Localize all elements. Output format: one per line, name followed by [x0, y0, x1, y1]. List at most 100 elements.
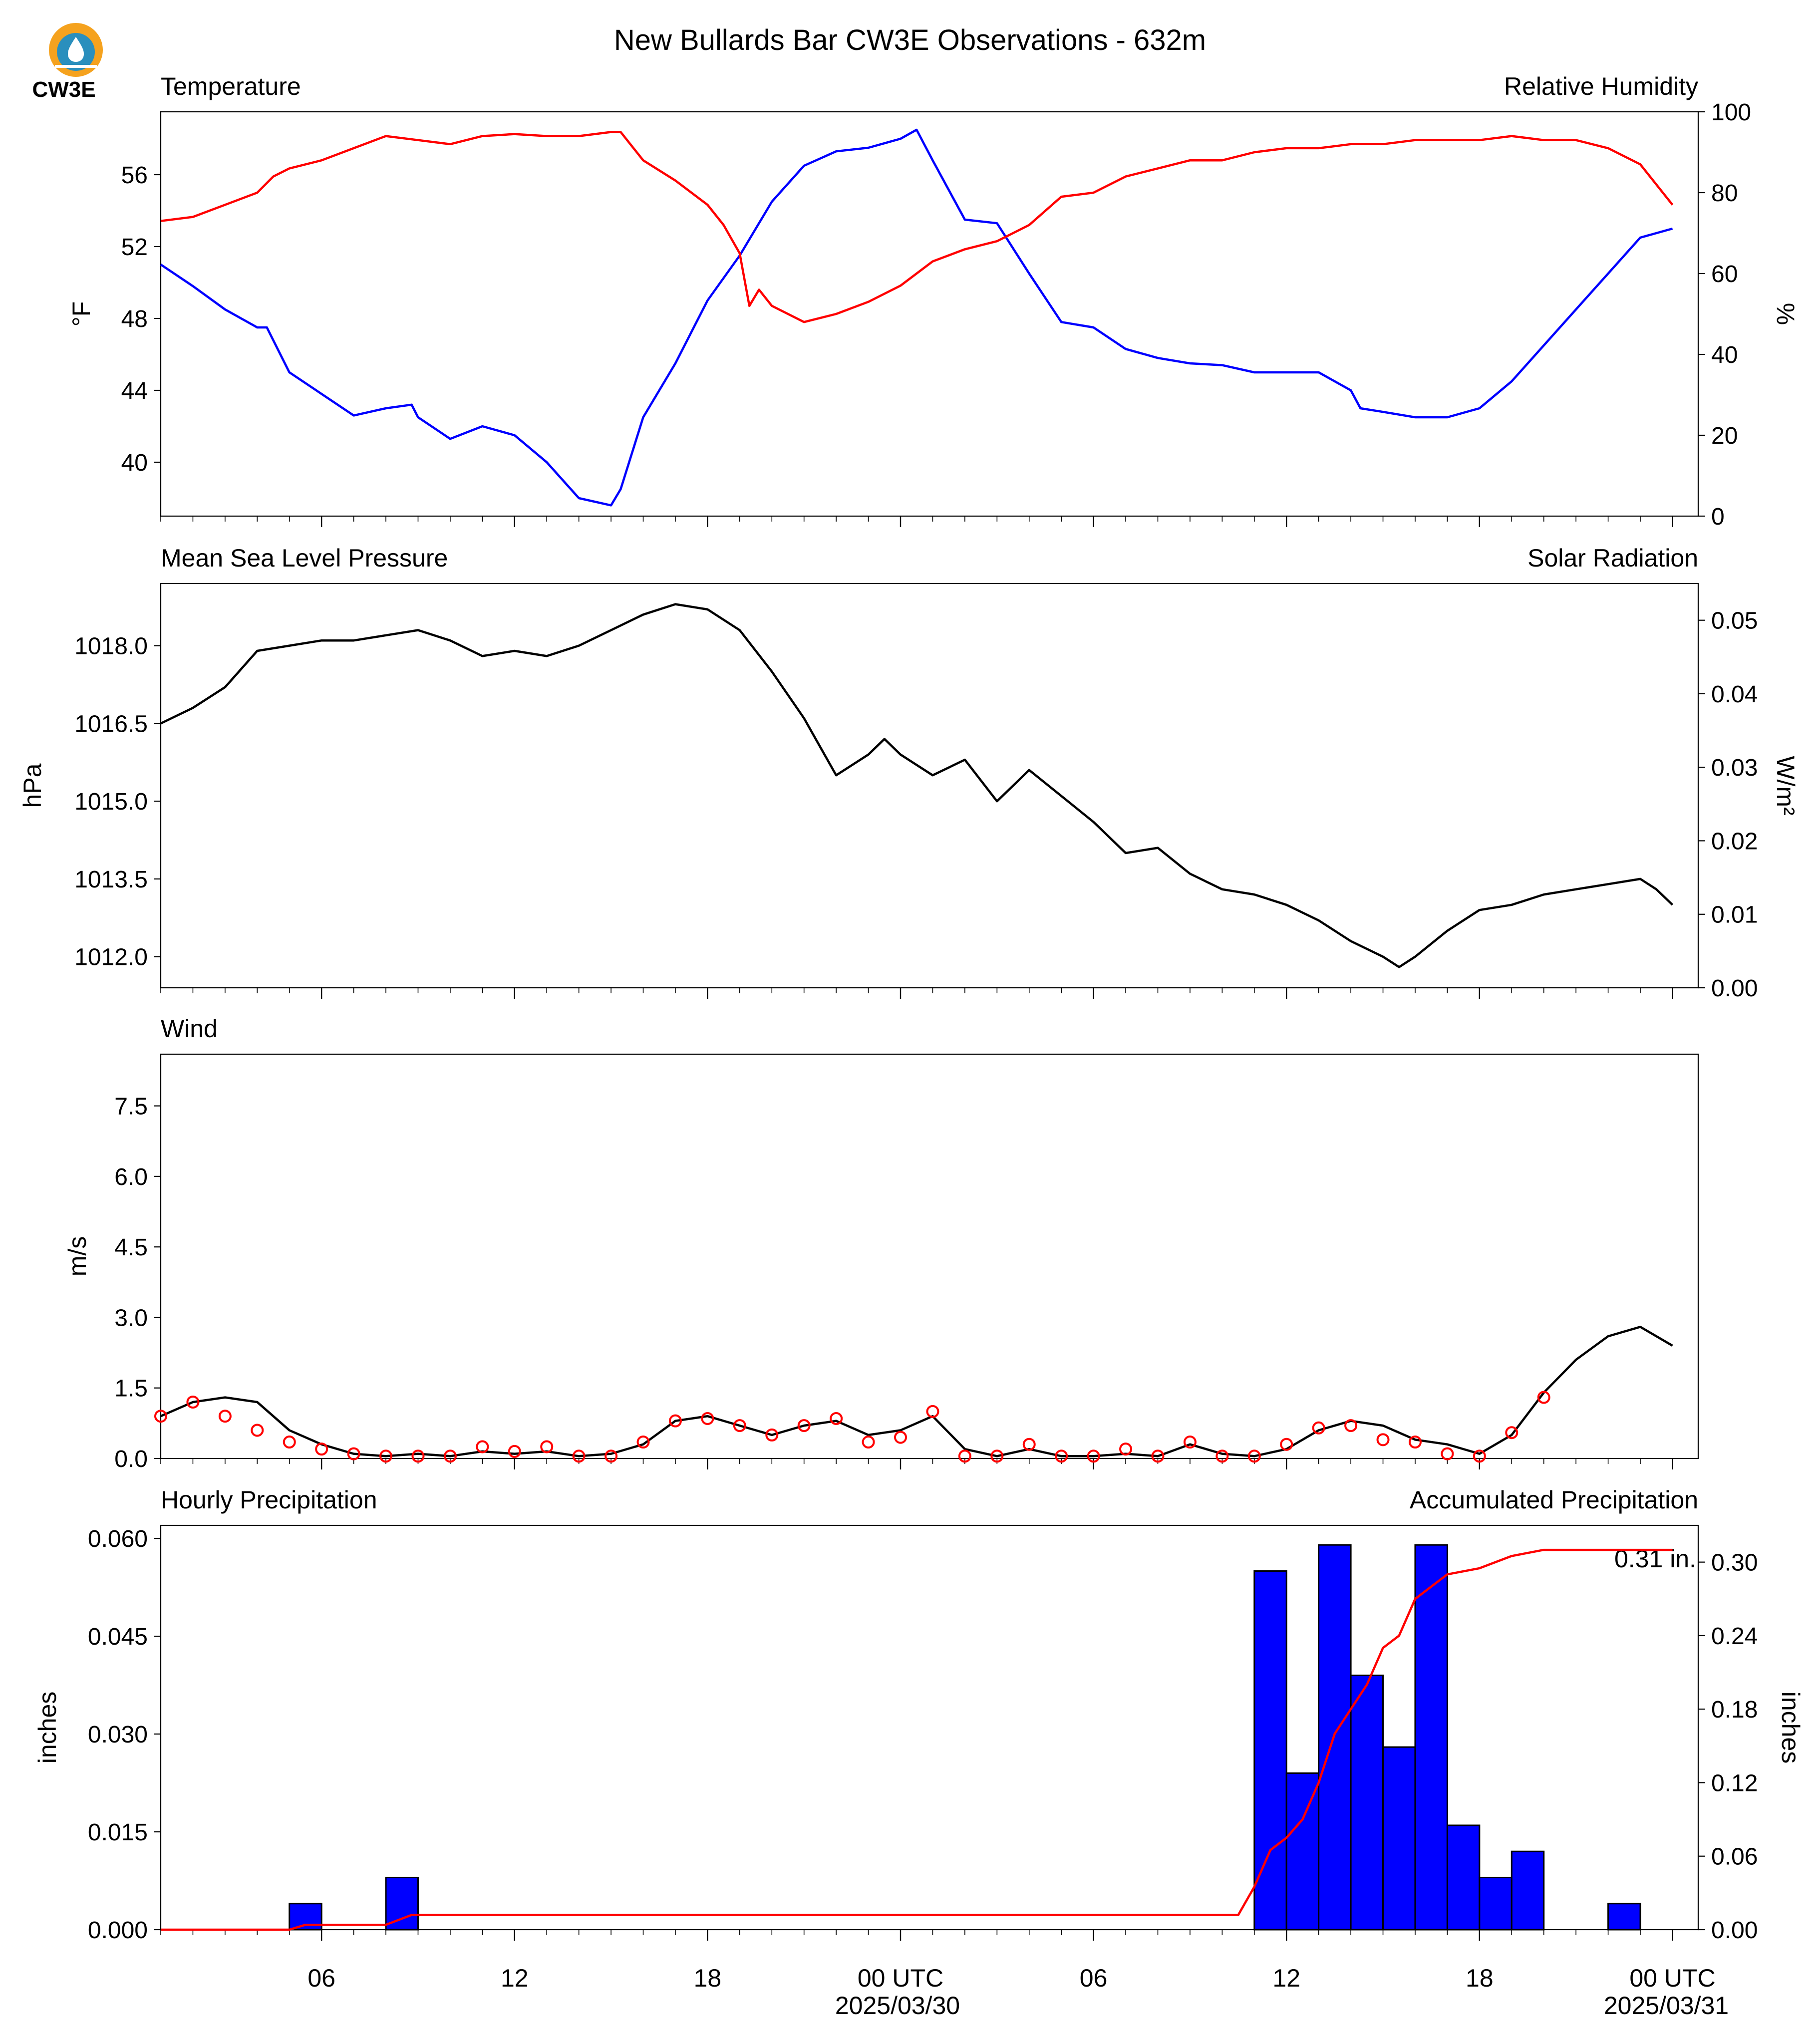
y-tick-label-left: 1015.0: [74, 789, 148, 815]
gust-marker: [1055, 1449, 1068, 1463]
y-tick-label-left: 44: [121, 378, 148, 404]
gust-marker: [1505, 1426, 1518, 1440]
date-label-2: 2025/03/31: [1604, 1992, 1729, 2020]
gust-marker: [1215, 1449, 1229, 1463]
y-tick-label-left: 1013.5: [74, 867, 148, 893]
precip-bar: [385, 1876, 419, 1931]
gust-marker: [443, 1449, 457, 1463]
logo-text: CW3E: [32, 77, 95, 102]
gust-marker: [186, 1395, 200, 1409]
y-tick-label-right: 0.00: [1711, 975, 1758, 1002]
gust-marker: [1312, 1421, 1325, 1435]
y-tick-label-left: 3.0: [114, 1305, 148, 1331]
y-tick-label-left: 40: [121, 450, 148, 476]
series-line: [160, 1326, 1673, 1457]
gust-marker: [1376, 1433, 1390, 1447]
gust-marker: [797, 1419, 811, 1433]
y-tick-label-right: 40: [1711, 342, 1738, 368]
x-tick-label: 18: [694, 1964, 722, 1992]
gust-marker: [830, 1412, 843, 1425]
gust-marker: [862, 1436, 875, 1449]
solar-title: Solar Radiation: [1527, 544, 1698, 572]
panel-wind-frame: [160, 1053, 1699, 1459]
y-tick-label-left: 6.0: [114, 1164, 148, 1190]
gust-marker: [1441, 1447, 1454, 1460]
gust-marker: [315, 1443, 328, 1456]
y-tick-label-left: 1012.0: [74, 944, 148, 971]
gust-marker: [958, 1449, 971, 1463]
gust-marker: [283, 1436, 296, 1449]
gust-marker: [347, 1447, 360, 1460]
gust-marker: [1537, 1391, 1550, 1404]
pressure-title: Mean Sea Level Pressure: [161, 544, 448, 572]
gust-marker: [990, 1449, 1004, 1463]
accum-ylabel: inches: [1777, 1692, 1805, 1764]
series-line: [160, 128, 1673, 507]
temperature-title: Temperature: [161, 72, 301, 100]
accum-precip-title: Accumulated Precipitation: [1410, 1486, 1698, 1514]
gust-marker: [1408, 1436, 1422, 1449]
y-tick-label-left: 56: [121, 162, 148, 189]
precip-bar: [1607, 1903, 1641, 1931]
gust-marker: [894, 1431, 908, 1444]
precip-bar: [1253, 1570, 1287, 1931]
gust-marker: [1151, 1449, 1165, 1463]
y-tick-label-left: 52: [121, 234, 148, 261]
y-tick-label-right: 0.01: [1711, 902, 1758, 928]
gust-marker: [1344, 1419, 1358, 1433]
precip-bar: [1479, 1876, 1513, 1931]
humidity-ylabel: %: [1772, 303, 1800, 325]
y-tick-label-left: 0.030: [88, 1722, 148, 1748]
page-title: New Bullards Bar CW3E Observations - 632…: [614, 24, 1206, 56]
y-tick-label-right: 100: [1711, 99, 1751, 126]
wind-ylabel: m/s: [63, 1236, 91, 1277]
y-tick-label-right: 80: [1711, 180, 1738, 207]
precip-bar: [1414, 1544, 1448, 1931]
precip-bar: [1285, 1772, 1320, 1931]
gust-marker: [379, 1449, 393, 1463]
y-tick-label-right: 0.06: [1711, 1844, 1758, 1870]
gust-marker: [1119, 1443, 1133, 1456]
y-tick-label-right: 0.03: [1711, 755, 1758, 781]
x-tick-label: 00 UTC: [858, 1964, 943, 1992]
gust-marker: [572, 1449, 586, 1463]
x-tick-label: 18: [1466, 1964, 1494, 1992]
y-tick-label-right: 0.04: [1711, 681, 1758, 708]
y-tick-label-left: 0.000: [88, 1917, 148, 1944]
panel-precip-frame: [160, 1524, 1699, 1931]
humidity-title: Relative Humidity: [1504, 72, 1698, 100]
gust-marker: [508, 1445, 521, 1458]
panel-pressure-frame: [160, 582, 1699, 989]
y-tick-label-right: 20: [1711, 423, 1738, 449]
gust-marker: [1087, 1449, 1100, 1463]
y-tick-label-left: 0.045: [88, 1624, 148, 1650]
hourly-precip-title: Hourly Precipitation: [161, 1486, 377, 1514]
gust-marker: [1247, 1449, 1261, 1463]
gust-marker: [476, 1440, 489, 1453]
gust-marker: [1473, 1449, 1486, 1463]
precip-bar: [1511, 1850, 1545, 1931]
x-tick-label: 12: [501, 1964, 529, 1992]
wind-title: Wind: [161, 1015, 218, 1043]
gust-marker: [218, 1410, 232, 1423]
gust-marker: [1022, 1438, 1036, 1451]
gust-marker: [668, 1414, 682, 1428]
y-tick-label-right: 0.05: [1711, 608, 1758, 634]
gust-marker: [1280, 1438, 1293, 1451]
gust-marker: [605, 1449, 618, 1463]
temperature-ylabel: °F: [67, 301, 95, 327]
precip-bar: [1318, 1544, 1352, 1931]
y-tick-label-left: 0.0: [114, 1446, 148, 1472]
y-tick-label-left: 0.060: [88, 1526, 148, 1552]
x-tick-label: 12: [1272, 1964, 1300, 1992]
x-tick-label: 06: [307, 1964, 335, 1992]
solar-ylabel: W/m²: [1772, 756, 1800, 815]
gust-marker: [926, 1405, 939, 1418]
y-tick-label-left: 1.5: [114, 1376, 148, 1402]
precip-bar: [1350, 1674, 1384, 1931]
cw3e-logo: CW3E: [32, 23, 103, 102]
gust-marker: [540, 1440, 554, 1453]
gust-marker: [1183, 1436, 1197, 1449]
gust-marker: [733, 1419, 746, 1433]
